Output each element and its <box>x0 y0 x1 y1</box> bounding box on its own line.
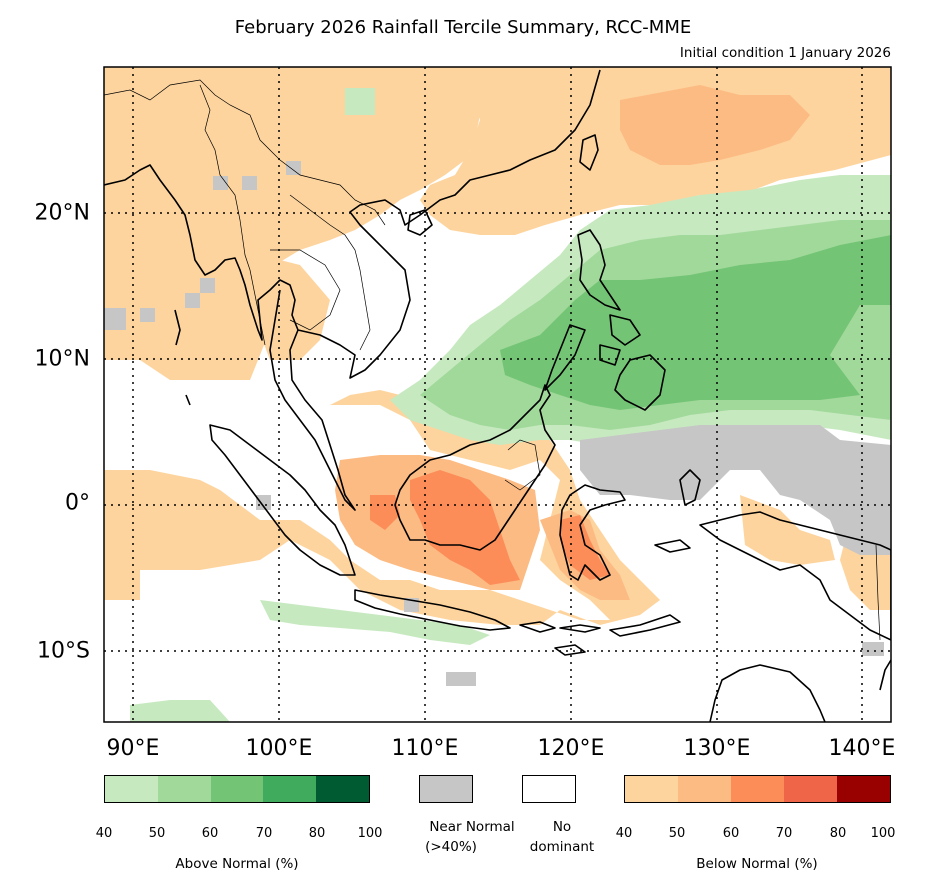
below-tick-80: 80 <box>829 826 847 841</box>
map-title: February 2026 Rainfall Tercile Summary, … <box>234 17 692 38</box>
below-tick-50: 50 <box>668 826 686 841</box>
near-normal-swatch <box>419 775 473 803</box>
map-frame <box>103 66 892 723</box>
map-subtitle: Initial condition 1 January 2026 <box>679 45 891 61</box>
above-normal-segment <box>157 776 211 802</box>
near-normal-caption-1: Near Normal <box>429 819 515 835</box>
no-dominant-segment <box>523 776 575 802</box>
above-tick-60: 60 <box>201 826 219 841</box>
below-normal-caption: Below Normal (%) <box>696 856 818 872</box>
lon-label-120e: 120°E <box>537 736 605 761</box>
above-normal-colorbar <box>104 775 370 803</box>
no-dominant-caption-1: No <box>552 819 572 835</box>
no-dominant-caption-2: dominant <box>529 839 595 855</box>
no-dominant-swatch <box>522 775 576 803</box>
below-tick-60: 60 <box>722 826 740 841</box>
lon-label-90e: 90°E <box>106 736 160 761</box>
gridlines <box>104 67 891 722</box>
above-normal-segment <box>316 776 369 802</box>
below-tick-100: 100 <box>870 826 896 841</box>
near-normal-caption-2: (>40%) <box>425 839 477 855</box>
near-normal-segment <box>420 776 472 802</box>
below-normal-colorbar <box>624 775 891 803</box>
lon-label-110e: 110°E <box>391 736 459 761</box>
below-normal-segment <box>625 776 678 802</box>
above-tick-70: 70 <box>255 826 273 841</box>
lat-label-20n: 20°N <box>34 200 90 226</box>
above-tick-50: 50 <box>148 826 166 841</box>
lat-label-0: 0° <box>65 490 90 516</box>
country-borders <box>104 79 881 641</box>
above-normal-segment <box>210 776 264 802</box>
above-tick-40: 40 <box>95 826 113 841</box>
below-normal-60-70-shading <box>370 470 610 585</box>
lon-label-130e: 130°E <box>683 736 751 761</box>
above-normal-caption: Above Normal (%) <box>175 856 299 872</box>
coastlines <box>104 69 891 722</box>
above-normal-segment <box>105 776 158 802</box>
below-tick-70: 70 <box>775 826 793 841</box>
below-normal-segment <box>678 776 731 802</box>
above-tick-80: 80 <box>308 826 326 841</box>
lat-label-10n: 10°N <box>34 346 90 372</box>
below-normal-segment <box>784 776 837 802</box>
below-normal-segment <box>731 776 784 802</box>
lon-label-140e: 140°E <box>828 736 896 761</box>
above-normal-segment <box>263 776 317 802</box>
lon-label-100e: 100°E <box>245 736 313 761</box>
below-tick-40: 40 <box>615 826 633 841</box>
above-tick-100: 100 <box>357 826 383 841</box>
below-normal-segment <box>837 776 890 802</box>
near-normal-shading <box>104 161 891 686</box>
lat-label-10s: 10°S <box>37 638 90 664</box>
above-normal-60-70-shading <box>500 235 891 410</box>
